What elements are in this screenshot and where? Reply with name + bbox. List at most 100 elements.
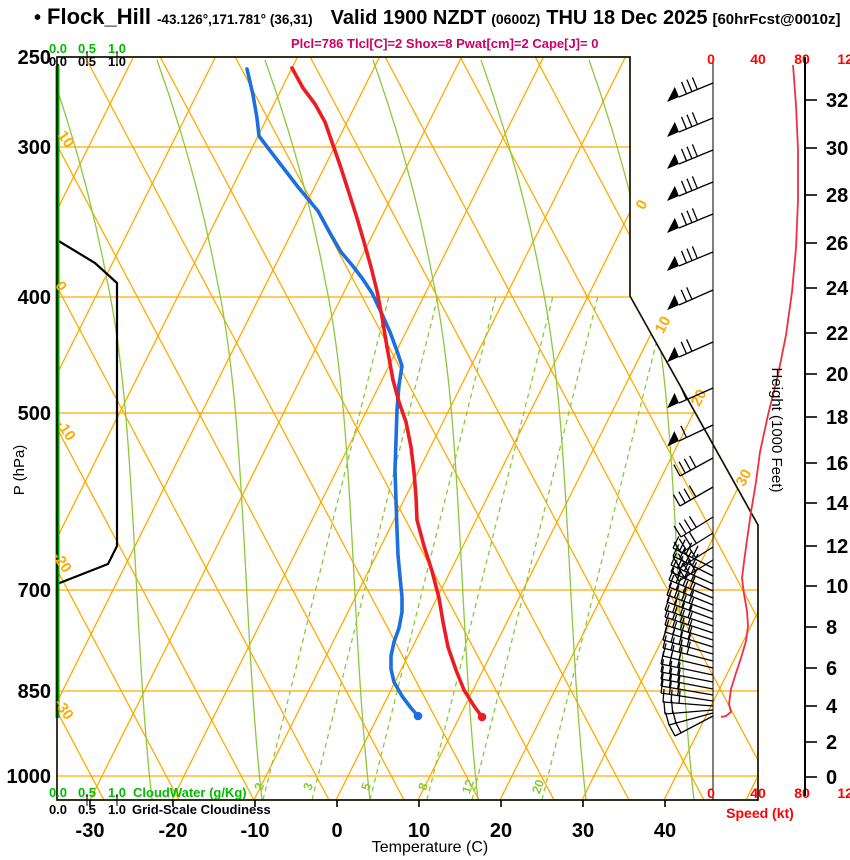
- wind-barb: [663, 700, 714, 715]
- barb-feather: [678, 690, 681, 704]
- cloudiness-scale-bottom: 0.5: [78, 802, 96, 817]
- barb-feather: [685, 542, 693, 555]
- wind-barb: [664, 612, 714, 641]
- dry-adiabat-line: [84, 57, 480, 800]
- barb-feather: [675, 577, 682, 591]
- barb-feather: [668, 681, 672, 695]
- mixing-ratio-line: [541, 294, 669, 800]
- pennant: [667, 431, 679, 447]
- barb-feather: [668, 667, 673, 681]
- cloudiness-profile: [56, 239, 119, 586]
- dry-adiabat-label: 10: [54, 128, 77, 151]
- dry-adiabat-line: [57, 57, 180, 800]
- dry-adiabat-line: [384, 57, 758, 800]
- isotherm-line: [253, 57, 627, 800]
- barb-feather: [668, 660, 673, 674]
- pennant: [667, 294, 679, 311]
- wind-barb: [666, 176, 714, 201]
- height-tick-label: 6: [826, 658, 837, 680]
- wind-barb: [666, 144, 714, 169]
- wind-barb: [660, 666, 714, 690]
- dry-adiabat-line: [57, 57, 105, 800]
- barb-feather: [688, 532, 697, 544]
- wind-barb: [666, 582, 714, 613]
- height-tick-label: 24: [826, 278, 849, 300]
- barb-feather: [683, 519, 692, 531]
- barb-feather: [664, 612, 670, 626]
- wind-barb: [660, 659, 714, 683]
- barb-feather: [668, 652, 673, 666]
- barb-feather: [680, 250, 688, 264]
- pressure-tick-label: 300: [18, 137, 51, 159]
- cloudwater-scale-bottom: 0.0: [49, 785, 67, 800]
- temp-tick-label: 20: [490, 820, 512, 842]
- barb-feather: [680, 212, 688, 226]
- isotherm-line: [499, 57, 758, 800]
- barb-feather: [691, 176, 698, 189]
- speed-tick-label-top: 120: [837, 51, 850, 67]
- moist-adiabat-line: [372, 59, 479, 800]
- barb-feather: [691, 545, 699, 558]
- wind-barb: [660, 651, 714, 676]
- barb-feather: [687, 612, 693, 625]
- barb-feather: [689, 455, 697, 468]
- station-coordinates: -43.126°,171.781° (36,31): [156, 12, 313, 27]
- speed-axis-title: Speed (kt): [726, 805, 794, 821]
- barb-feather: [682, 573, 689, 587]
- height-tick-label: 20: [826, 364, 848, 386]
- isotherm-line: [335, 57, 709, 800]
- barb-feather: [678, 547, 686, 560]
- height-tick-label: 30: [826, 138, 848, 160]
- barb-feather: [678, 491, 686, 504]
- wind-barb: [666, 112, 714, 137]
- height-tick-label: 32: [826, 90, 848, 112]
- barb-feather: [686, 339, 693, 352]
- pressure-tick-label: 700: [18, 580, 51, 602]
- wind-barb: [672, 485, 714, 507]
- temperature-curve-surface-dot: [477, 712, 487, 722]
- barb-feather: [686, 210, 693, 223]
- isotherm-label: 30: [733, 467, 756, 490]
- barb-feather: [689, 583, 696, 596]
- barb-feather: [664, 597, 670, 611]
- moist-adiabat-line: [264, 59, 371, 800]
- barb-feather: [685, 550, 693, 563]
- barb-feather: [686, 287, 693, 300]
- height-tick-label: 14: [826, 493, 849, 515]
- barb-feather: [686, 634, 692, 647]
- pennant: [667, 392, 679, 409]
- barb-feather: [673, 525, 682, 538]
- height-tick-label: 2: [826, 732, 837, 754]
- moist-adiabat-line: [156, 59, 263, 800]
- wind-barb: [664, 604, 714, 634]
- barb-feather: [680, 81, 688, 95]
- wind-barb: [667, 387, 714, 409]
- barb-feather: [680, 116, 688, 130]
- barb-feather: [682, 580, 689, 594]
- barb-feather: [678, 631, 684, 645]
- temp-tick-label: -30: [76, 820, 105, 842]
- barb-feather: [677, 654, 681, 668]
- wind-barb: [668, 574, 714, 606]
- bullet-icon: •: [34, 7, 42, 29]
- barb-feather: [660, 659, 665, 673]
- cloudwater-scale-top: 1.0: [108, 41, 126, 56]
- barb-feather: [679, 624, 685, 637]
- temp-tick-label: 40: [654, 820, 676, 842]
- pressure-axis-title: P (hPa): [11, 445, 28, 496]
- barb-feather: [680, 180, 688, 194]
- barb-feather: [688, 516, 697, 528]
- wind-barb: [666, 246, 714, 271]
- dry-adiabat-line: [234, 57, 630, 800]
- barb-feather: [683, 488, 692, 501]
- barb-feather: [687, 605, 693, 618]
- isotherm-line: [89, 57, 463, 800]
- header-title: • Flock_Hill -43.126°,171.781° (36,31) V…: [34, 4, 840, 30]
- wind-barb: [673, 455, 714, 477]
- isotherm-line: [417, 57, 758, 800]
- temp-tick-label: 10: [408, 820, 430, 842]
- barb-feather: [691, 112, 698, 125]
- barb-feather: [676, 682, 681, 696]
- pressure-tick-label: 850: [18, 681, 51, 703]
